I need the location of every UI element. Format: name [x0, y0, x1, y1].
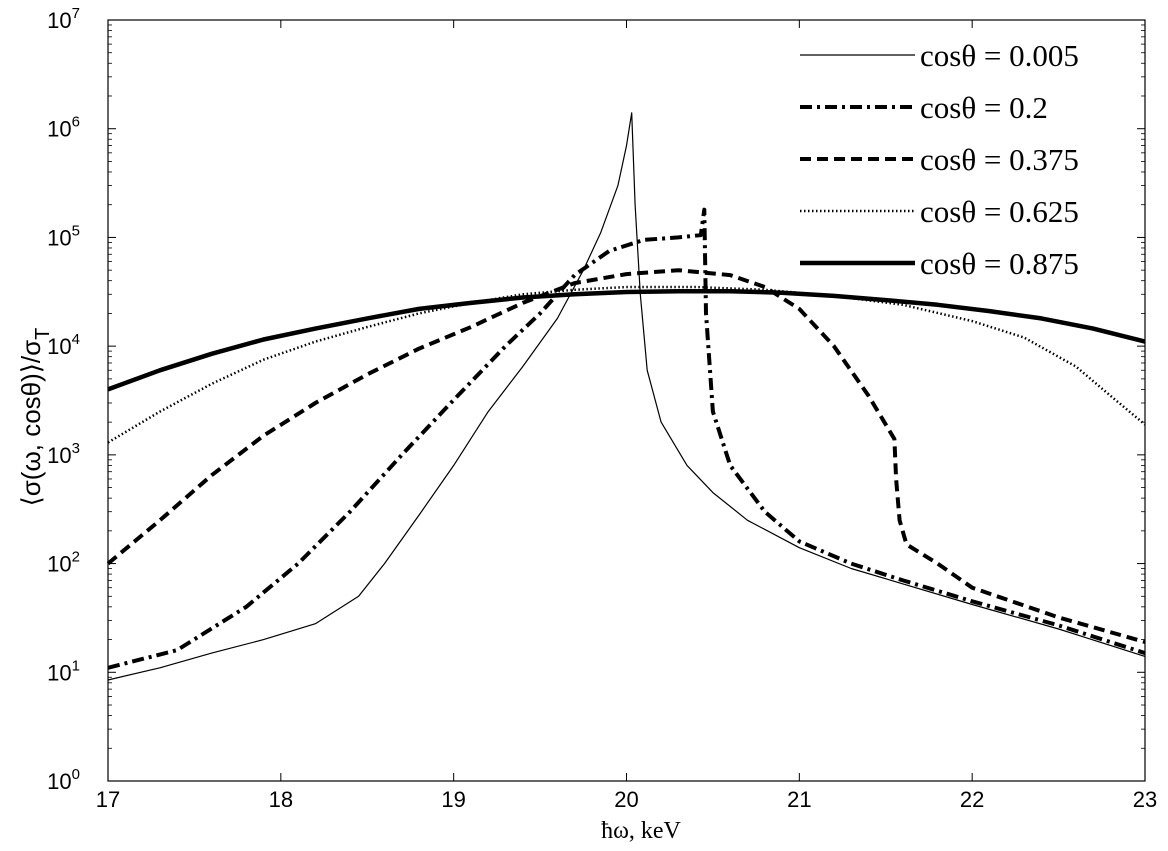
plot-series	[106, 112, 1146, 681]
y-tick-label-exponent: 4	[72, 331, 80, 348]
y-tick-label-base: 10	[47, 552, 71, 577]
y-tick-label-exponent: 2	[72, 549, 80, 566]
y-tick-label-base: 10	[47, 443, 71, 468]
y-tick-label-exponent: 7	[72, 5, 80, 22]
legend-label: cosθ = 0.375	[920, 142, 1079, 177]
legend: cosθ = 0.005 cosθ = 0.2 cosθ = 0.375 cosθ =…	[800, 38, 1079, 281]
y-tick-label-exponent: 0	[72, 766, 80, 783]
y-tick-label-exponent: 3	[72, 440, 80, 457]
y-axis-label-main: ⟨σ(ω, cosθ)⟩/σ	[16, 340, 46, 507]
y-tick-label-base: 10	[47, 8, 71, 33]
series-line-3	[106, 268, 1146, 644]
y-tick-label-base: 10	[47, 660, 71, 685]
y-tick-label: 102	[47, 549, 80, 577]
y-tick-label: 104	[47, 331, 80, 359]
legend-label: cosθ = 0.2	[920, 90, 1048, 125]
y-tick-label: 103	[47, 440, 80, 468]
y-tick-label: 106	[47, 114, 80, 142]
y-tick-label: 100	[47, 766, 80, 794]
series-line-4	[107, 285, 1146, 444]
series-line-2	[107, 207, 1146, 670]
x-tick-label: 21	[787, 787, 811, 812]
y-tick-label-base: 10	[47, 769, 71, 794]
y-tick-label-exponent: 5	[72, 222, 80, 239]
legend-label: cosθ = 0.875	[920, 246, 1079, 281]
y-tick-label-base: 10	[47, 225, 71, 250]
y-axis-label-subscript: T	[32, 328, 54, 340]
y-tick-label-exponent: 1	[72, 657, 80, 674]
y-tick-label-base: 10	[47, 117, 71, 142]
y-axis-label: ⟨σ(ω, cosθ)⟩/σT	[16, 328, 54, 507]
series-line-5	[107, 288, 1146, 392]
y-tick-label: 101	[47, 657, 80, 685]
x-tick-label: 19	[441, 787, 465, 812]
x-tick-label: 17	[96, 787, 120, 812]
x-axis-label: ħω, keV	[601, 818, 681, 844]
x-tick-label: 23	[1133, 787, 1157, 812]
x-axis-ticks: 17 18 19 20 21 22 23	[96, 20, 1157, 812]
legend-label: cosθ = 0.005	[920, 38, 1079, 73]
y-tick-label-base: 10	[47, 334, 71, 359]
y-tick-label-exponent: 6	[72, 114, 80, 131]
y-tick-label: 105	[47, 222, 80, 250]
y-tick-label: 107	[47, 5, 80, 33]
series-line-1	[107, 112, 1146, 681]
legend-label: cosθ = 0.625	[920, 194, 1079, 229]
x-tick-label: 18	[269, 787, 293, 812]
x-tick-label: 22	[960, 787, 984, 812]
x-tick-label: 20	[614, 787, 638, 812]
